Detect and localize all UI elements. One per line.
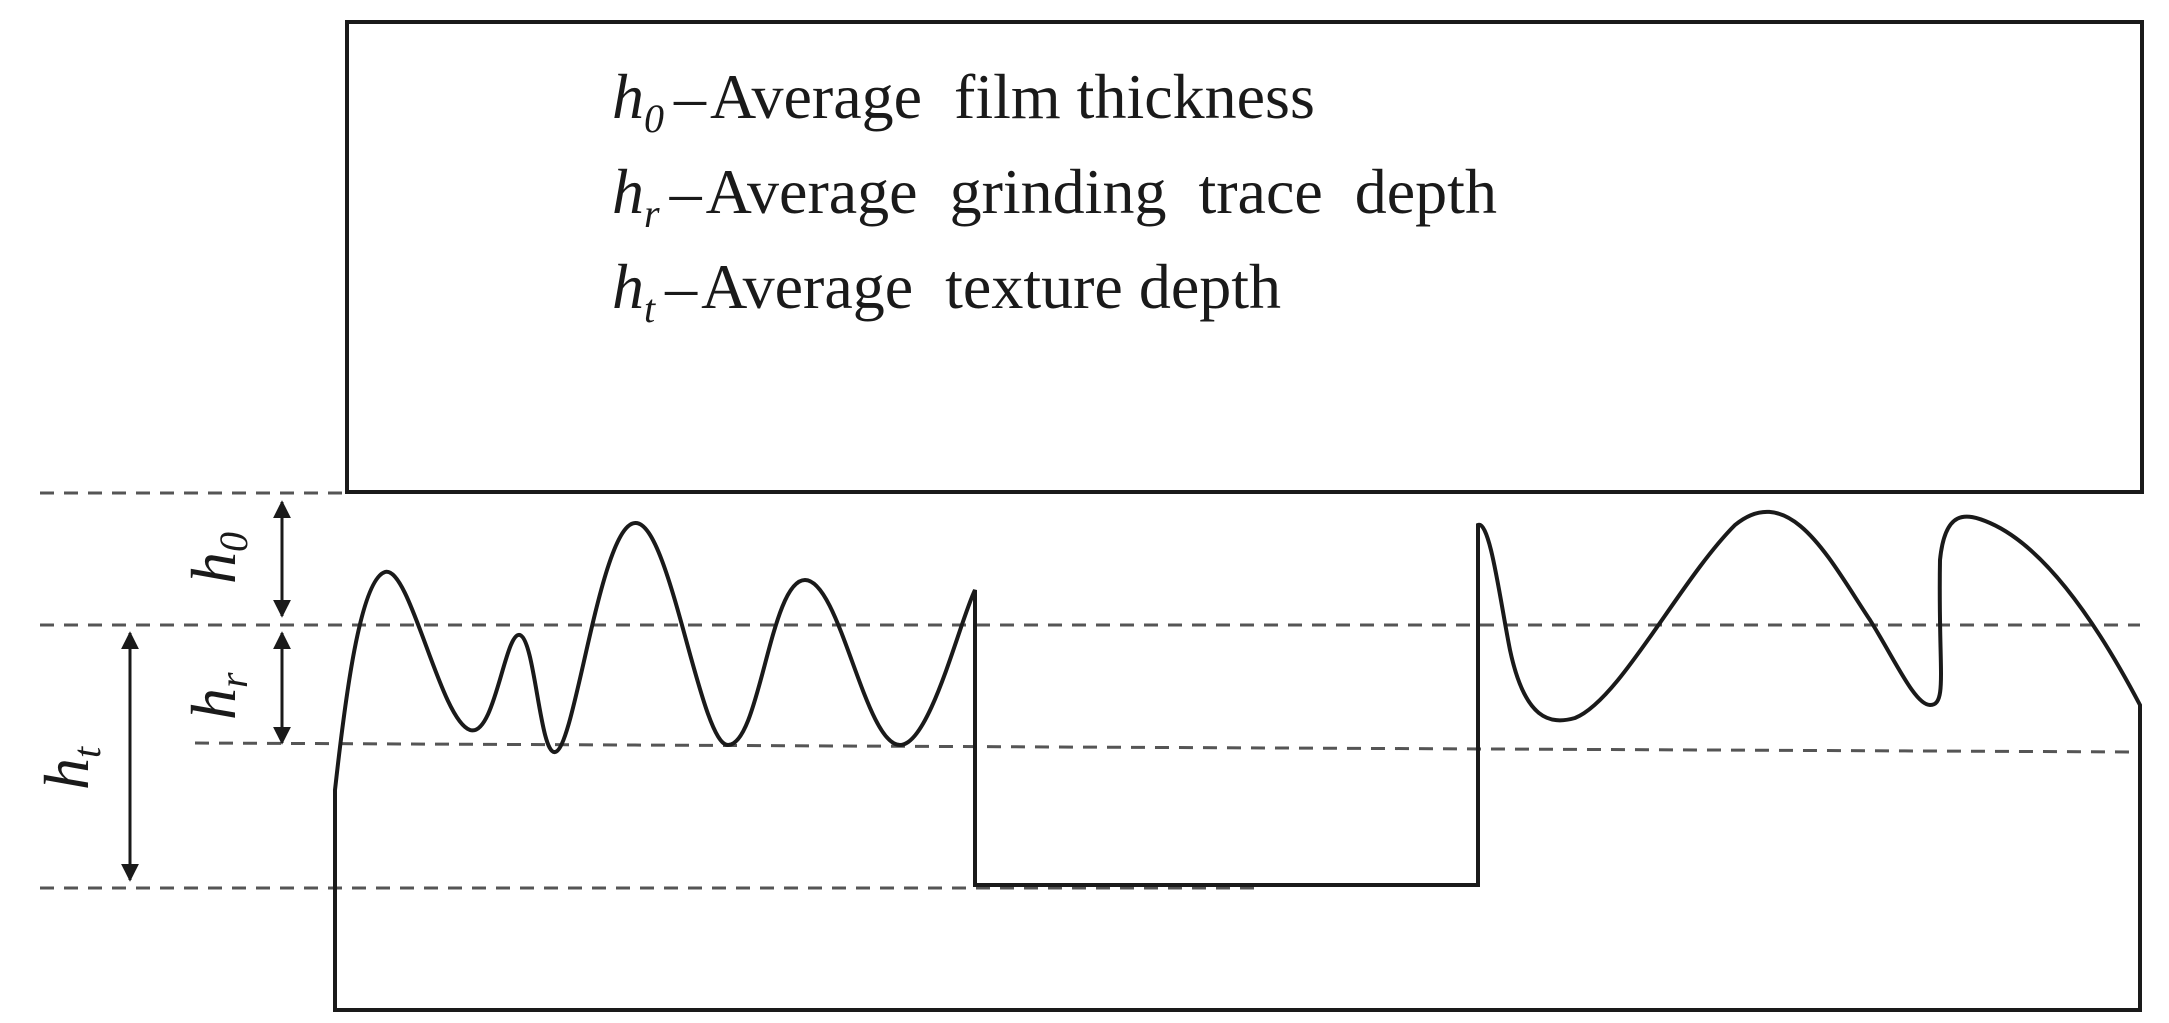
reference-line-valley <box>194 741 2141 754</box>
legend: h0 –Average film thickness hr –Average gri… <box>612 61 1497 331</box>
legend-item-ht: ht –Average texture depth <box>612 251 1281 331</box>
lower-surface-profile <box>333 509 2142 1012</box>
upper-surface-block <box>345 20 2144 494</box>
h0-label: h0 <box>178 532 256 584</box>
legend-item-hr: hr –Average grinding trace depth <box>612 156 1497 236</box>
hr-label: hr <box>178 672 256 720</box>
ht-label: ht <box>31 746 109 790</box>
legend-item-h0: h0 –Average film thickness <box>612 61 1315 141</box>
